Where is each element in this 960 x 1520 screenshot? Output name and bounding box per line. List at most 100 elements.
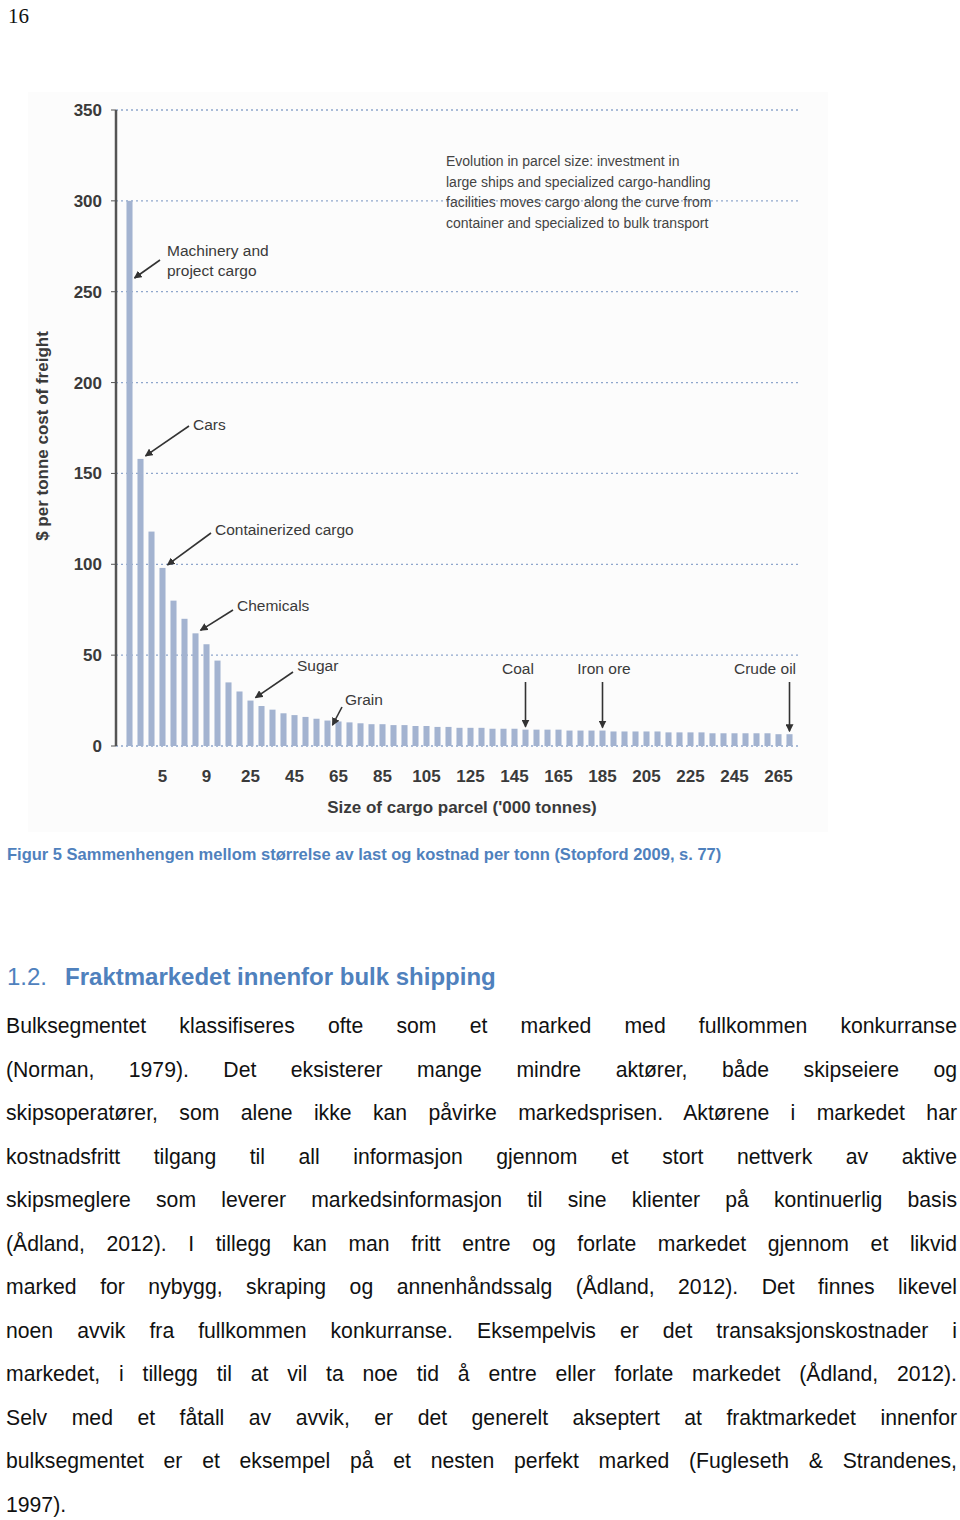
bar bbox=[412, 726, 418, 746]
x-tick-label: 5 bbox=[158, 767, 167, 786]
annotation-text: Containerized cargo bbox=[215, 521, 354, 538]
bar bbox=[522, 730, 528, 746]
x-tick-label: 25 bbox=[241, 767, 260, 786]
bar bbox=[269, 710, 275, 746]
x-tick-label: 205 bbox=[632, 767, 660, 786]
bar bbox=[258, 706, 264, 746]
heading-number: 1.2. bbox=[7, 963, 47, 990]
bar bbox=[214, 661, 220, 746]
grid-line bbox=[116, 109, 800, 110]
bar bbox=[247, 701, 253, 746]
bar bbox=[302, 717, 308, 746]
grid bbox=[111, 110, 800, 746]
bar bbox=[687, 732, 693, 746]
bar bbox=[434, 727, 440, 746]
y-axis-label: $ per tonne cost of freight bbox=[33, 331, 52, 541]
bar bbox=[775, 734, 781, 746]
bar bbox=[148, 532, 154, 746]
x-tick-label: 225 bbox=[676, 767, 704, 786]
annotation-text: project cargo bbox=[167, 262, 257, 279]
y-tick-label: 100 bbox=[74, 555, 102, 574]
bar bbox=[709, 733, 715, 746]
annotation-text: Chemicals bbox=[237, 597, 310, 614]
caption: Figur 5 Sammenhengen mellom størrelse av… bbox=[7, 845, 721, 864]
bar bbox=[555, 730, 561, 746]
annotation-text: Machinery and bbox=[167, 242, 269, 259]
bar bbox=[632, 731, 638, 746]
paragraph-line: markedet, i tillegg til at vil ta noe ti… bbox=[6, 1352, 957, 1396]
bar bbox=[544, 730, 550, 746]
bar bbox=[225, 682, 231, 746]
bar bbox=[159, 568, 165, 746]
annotation-arrow bbox=[201, 610, 233, 630]
heading: 1.2.Fraktmarkedet innenfor bulk shipping bbox=[7, 963, 496, 991]
bar bbox=[676, 732, 682, 746]
bar bbox=[137, 459, 143, 746]
bar bbox=[643, 731, 649, 746]
annotation-text: Iron ore bbox=[577, 660, 630, 677]
paragraph-line: (Ådland, 2012). I tillegg kan man fritt … bbox=[6, 1222, 957, 1266]
bar bbox=[654, 731, 660, 746]
paragraph-line: skipsoperatører, som alene ikke kan påvi… bbox=[6, 1091, 957, 1135]
x-tick-label: 145 bbox=[500, 767, 528, 786]
grid-line bbox=[116, 564, 800, 565]
paragraph-line: noen avvik fra fullkommen konkurranse. E… bbox=[6, 1309, 957, 1353]
bar bbox=[192, 633, 198, 746]
y-axis bbox=[115, 110, 118, 746]
annotation-text: Cars bbox=[193, 416, 226, 433]
annotation-text: Grain bbox=[345, 691, 383, 708]
bar bbox=[698, 732, 704, 746]
x-tick-label: 85 bbox=[373, 767, 392, 786]
grid-line bbox=[116, 473, 800, 474]
x-axis-label: Size of cargo parcel ('000 tonnes) bbox=[327, 798, 597, 817]
paragraph-line: marked for nybygg, skraping og annenhånd… bbox=[6, 1265, 957, 1309]
grid-line bbox=[116, 654, 800, 655]
paragraph-line: (Norman, 1979). Det eksisterer mange min… bbox=[6, 1048, 957, 1092]
paragraph-line: skipsmeglere som leverer markedsinformas… bbox=[6, 1178, 957, 1222]
note-line: Evolution in parcel size: investment in bbox=[446, 153, 679, 169]
x-tick-label: 185 bbox=[588, 767, 616, 786]
bar bbox=[786, 734, 792, 746]
bar bbox=[467, 728, 473, 746]
paragraph-line: Bulksegmentet klassifiseres ofte som et … bbox=[6, 1004, 957, 1048]
bar bbox=[181, 619, 187, 746]
paragraph-line: bulksegmentet er et eksempel på et neste… bbox=[6, 1439, 957, 1483]
annotation-text: Sugar bbox=[297, 657, 338, 674]
x-tick-label: 9 bbox=[202, 767, 211, 786]
y-tick-label: 250 bbox=[74, 283, 102, 302]
bar bbox=[335, 721, 341, 746]
bar bbox=[566, 731, 572, 746]
bar bbox=[379, 724, 385, 746]
annotation-arrow bbox=[333, 707, 342, 725]
annotation-arrow bbox=[146, 426, 189, 456]
x-tick-label: 105 bbox=[412, 767, 440, 786]
annotation-text: Crude oil bbox=[734, 660, 796, 677]
bar bbox=[236, 691, 242, 746]
bar bbox=[588, 731, 594, 746]
annotation-arrow bbox=[256, 672, 293, 698]
bar bbox=[731, 733, 737, 746]
annotation-arrow bbox=[168, 533, 211, 565]
bar bbox=[368, 724, 374, 746]
y-tick-label: 150 bbox=[74, 464, 102, 483]
note-line: container and specialized to bulk transp… bbox=[446, 215, 708, 231]
chart: 0501001502002503003505925456585105125145… bbox=[0, 0, 960, 840]
x-tick-label: 65 bbox=[329, 767, 348, 786]
bar bbox=[720, 733, 726, 746]
note-line: facilities moves cargo along the curve f… bbox=[446, 194, 711, 210]
bar bbox=[357, 723, 363, 746]
bar bbox=[599, 731, 605, 746]
bar bbox=[742, 733, 748, 746]
annotation-arrow bbox=[525, 682, 527, 727]
paragraph: Bulksegmentet klassifiseres ofte som et … bbox=[6, 1004, 957, 1520]
bar bbox=[346, 722, 352, 746]
y-tick-label: 350 bbox=[74, 101, 102, 120]
bar bbox=[764, 733, 770, 746]
x-tick-label: 265 bbox=[764, 767, 792, 786]
page-number: 16 bbox=[8, 4, 29, 29]
bar bbox=[478, 728, 484, 746]
bar bbox=[280, 713, 286, 746]
bar bbox=[324, 721, 330, 746]
annotations: Machinery and project cargo Cars Containeri… bbox=[135, 242, 796, 731]
bar bbox=[621, 731, 627, 746]
